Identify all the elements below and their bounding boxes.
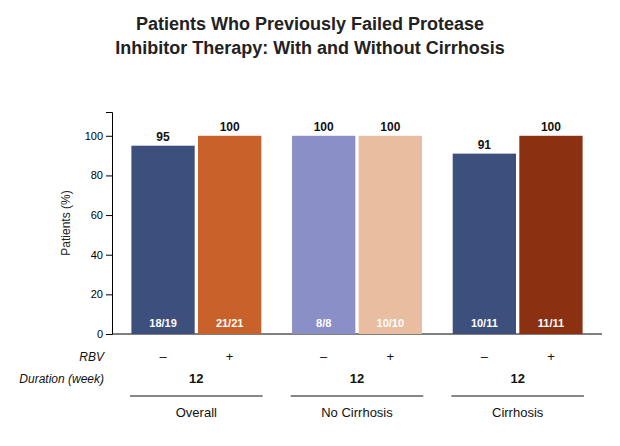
y-tick-mark (106, 334, 112, 335)
bar (198, 136, 261, 334)
bars (131, 136, 582, 334)
data-label: 91 (478, 138, 492, 152)
category-label: No Cirrhosis (321, 405, 393, 420)
count-label: 21/21 (216, 317, 244, 329)
y-axis-line (106, 113, 113, 335)
bar (359, 136, 422, 334)
y-tick-label: 80 (91, 169, 103, 181)
title: Inhibitor Therapy: With and Without Cirr… (115, 38, 505, 58)
bar (453, 154, 516, 334)
group-rule (451, 395, 584, 396)
y-tick-label: 20 (91, 288, 103, 300)
category-label: Overall (176, 405, 217, 420)
group-rule (291, 395, 424, 396)
y-tick-label: 60 (91, 209, 103, 221)
y-tick-label: 40 (91, 249, 103, 261)
data-label: 100 (541, 120, 561, 134)
duration: 12 (350, 371, 364, 386)
y-tick: 0 (97, 328, 112, 340)
chart: Patients Who Previously Failed Protease I… (0, 0, 620, 446)
duration: 12 (510, 371, 524, 386)
series-name: – (159, 349, 167, 364)
count-label: 10/11 (471, 317, 498, 329)
category-label: Cirrhosis (492, 405, 544, 420)
group-rule (130, 395, 263, 396)
bar (519, 136, 582, 334)
row-label: Duration (week) (19, 372, 104, 386)
y-tick: 100 (85, 130, 112, 142)
y-tick-mark (106, 255, 112, 256)
count-label: 10/10 (377, 317, 405, 329)
bar (131, 146, 194, 334)
series-name: – (481, 349, 489, 364)
data-label: 95 (156, 130, 170, 144)
y-tick-mark (106, 215, 112, 216)
series-name: + (387, 349, 395, 364)
count-label: 18/19 (149, 317, 177, 329)
y-tick: 20 (91, 288, 112, 300)
y-tick-label: 0 (97, 328, 103, 340)
count-label: 8/8 (316, 317, 331, 329)
data-label: 100 (220, 120, 240, 134)
y-tick-mark (106, 294, 112, 295)
row-label: RBV (79, 350, 105, 364)
title: Patients Who Previously Failed Protease (136, 14, 484, 34)
y-tick: 60 (91, 209, 112, 221)
y-tick-label: 100 (85, 130, 103, 142)
series-name: + (547, 349, 555, 364)
y-tick: 40 (91, 249, 112, 261)
series-name: – (320, 349, 328, 364)
y-tick-mark (106, 136, 112, 137)
count-label: 11/11 (538, 317, 564, 329)
series-name: + (226, 349, 234, 364)
y-tick-mark (106, 175, 112, 176)
y-tick: 80 (91, 169, 112, 181)
labels: 95 18/19 – 100 8/8 – 91 10/11 – 100 21/21 +100 10/10… (19, 120, 584, 421)
y-axis: 0 20 40 60 80 100 (85, 113, 113, 341)
data-label: 100 (314, 120, 334, 134)
bar (292, 136, 355, 334)
y-axis-title: Patients (%) (59, 190, 73, 255)
data-label: 100 (380, 120, 400, 134)
duration: 12 (189, 371, 203, 386)
